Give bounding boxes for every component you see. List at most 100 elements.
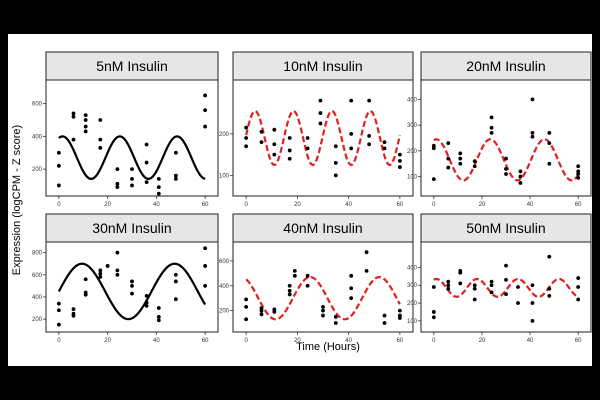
data-point	[333, 173, 338, 178]
data-point	[144, 303, 149, 308]
data-point	[173, 297, 178, 302]
x-tick-label: 0	[57, 338, 61, 344]
fit-curve	[245, 109, 401, 167]
data-point	[576, 285, 581, 289]
data-point	[71, 137, 76, 142]
data-point	[272, 309, 277, 314]
data-point	[130, 283, 134, 288]
chart-grid: Expression (logCPM - Z score) Time (Hours…	[11, 51, 592, 353]
data-point	[71, 307, 76, 312]
data-point	[71, 313, 76, 318]
data-point	[156, 306, 161, 310]
data-point	[382, 321, 387, 325]
panel-strip	[420, 213, 592, 243]
data-point	[173, 177, 178, 181]
data-point	[382, 146, 387, 151]
x-tick-label: 20	[294, 338, 301, 344]
data-point	[115, 167, 120, 171]
data-point	[115, 272, 120, 277]
data-point	[173, 272, 178, 277]
panel-title: 5nM Insulin	[96, 58, 168, 74]
y-tick-label: 400	[407, 97, 418, 103]
data-point	[156, 185, 161, 189]
data-point	[318, 98, 323, 103]
data-point	[173, 173, 178, 178]
data-point	[244, 125, 249, 130]
data-point	[504, 166, 508, 171]
data-point	[244, 317, 249, 322]
data-point	[431, 146, 436, 151]
x-tick-label: 0	[432, 202, 436, 208]
data-point	[446, 165, 451, 170]
data-point	[349, 131, 354, 136]
panel-2: 10nM Insulin 0 20 40 60 100 200	[219, 51, 414, 208]
data-point	[203, 246, 208, 251]
data-point	[367, 98, 372, 103]
data-point	[504, 277, 508, 282]
data-point	[576, 164, 581, 169]
data-point	[83, 118, 88, 122]
data-point	[446, 286, 451, 291]
data-point	[144, 160, 149, 165]
data-point	[56, 183, 61, 188]
panel-plot-area	[45, 79, 219, 197]
data-point	[56, 308, 61, 313]
data-point	[259, 140, 264, 145]
data-point	[489, 125, 494, 130]
data-point	[576, 297, 581, 302]
data-point	[144, 293, 149, 298]
y-tick-label: 600	[32, 102, 43, 108]
panel-3: 20nM Insulin 0 20 40 60 100 200 300 400	[407, 51, 592, 208]
data-point	[576, 172, 581, 176]
data-point	[115, 268, 120, 273]
data-point	[530, 283, 535, 288]
data-point	[244, 297, 249, 302]
data-point	[576, 276, 581, 280]
fit-curve	[58, 135, 206, 180]
data-point	[305, 146, 310, 151]
panel-plot-area	[420, 79, 592, 197]
data-point	[431, 315, 436, 320]
data-point	[397, 308, 402, 313]
data-point	[98, 145, 103, 150]
data-point	[83, 124, 88, 129]
data-point	[472, 159, 477, 164]
data-point	[244, 136, 249, 140]
y-tick-label: 400	[32, 295, 43, 301]
data-point	[203, 283, 208, 288]
data-point	[397, 158, 402, 163]
data-point	[318, 111, 323, 115]
data-point	[115, 250, 120, 255]
data-point	[472, 283, 477, 288]
data-point	[382, 140, 387, 145]
data-point	[530, 318, 535, 323]
data-point	[98, 118, 103, 122]
data-point	[431, 177, 436, 182]
panel-title: 40nM Insulin	[283, 220, 362, 236]
data-point	[333, 144, 338, 149]
data-point	[518, 174, 523, 179]
data-point	[156, 315, 161, 319]
data-point	[446, 279, 451, 284]
panel-5: 40nM Insulin 0 20 40 60 200 400 600	[219, 213, 414, 344]
data-point	[71, 114, 76, 119]
data-point	[272, 142, 277, 147]
data-point	[504, 156, 508, 161]
x-tick-label: 60	[397, 338, 404, 344]
data-point	[287, 156, 292, 161]
x-tick-label: 0	[57, 202, 61, 208]
data-point	[287, 148, 292, 153]
data-point	[367, 142, 372, 147]
x-tick-label: 20	[294, 202, 301, 208]
y-tick-label: 300	[407, 123, 418, 129]
panel-plot-area	[232, 241, 414, 333]
x-tick-label: 40	[345, 338, 352, 344]
y-tick-label: 100	[407, 175, 418, 181]
y-tick-label: 400	[32, 134, 43, 140]
data-point	[115, 181, 120, 186]
data-point	[530, 130, 535, 135]
y-tick-label: 200	[407, 149, 418, 155]
fit-curve	[57, 262, 207, 321]
data-point	[446, 156, 451, 161]
